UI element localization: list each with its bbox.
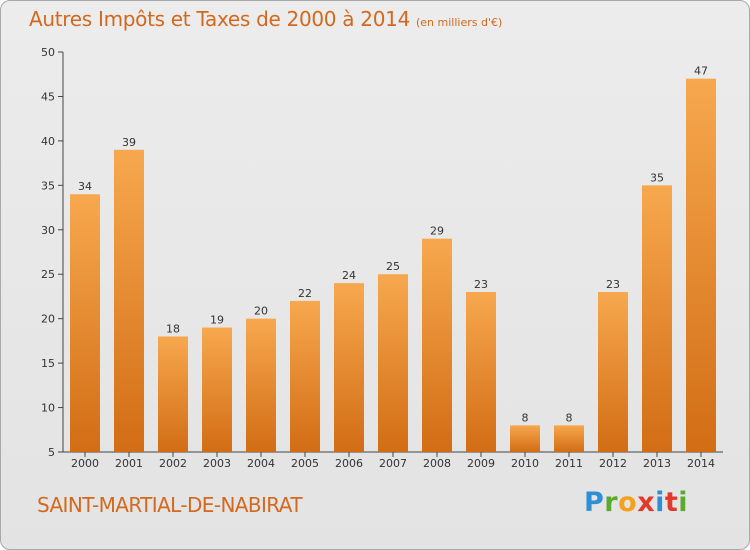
bar-2004: [246, 318, 276, 452]
y-tick-label: 5: [48, 446, 55, 459]
x-tick-label-2002: 2002: [159, 457, 187, 470]
x-tick-label-2004: 2004: [247, 457, 275, 470]
chart-subtitle: (en milliers d'€): [416, 16, 503, 29]
bar-2003: [202, 327, 232, 452]
x-tick-label-2000: 2000: [71, 457, 99, 470]
x-tick-label-2005: 2005: [291, 457, 319, 470]
data-label-2005: 22: [298, 287, 312, 300]
bar-2002: [158, 336, 188, 452]
bar-2007: [378, 274, 408, 452]
data-label-2014: 47: [694, 65, 708, 78]
bar-2008: [422, 238, 452, 452]
x-tick-label-2008: 2008: [423, 457, 451, 470]
x-tick-label-2001: 2001: [115, 457, 143, 470]
x-tick-label-2009: 2009: [467, 457, 495, 470]
y-tick-label: 45: [41, 90, 55, 103]
data-label-2001: 39: [122, 136, 136, 149]
x-tick-label-2014: 2014: [687, 457, 715, 470]
bar-2011: [554, 425, 584, 452]
x-tick-label-2003: 2003: [203, 457, 231, 470]
y-tick-label: 15: [41, 357, 55, 370]
data-label-2011: 8: [566, 411, 573, 424]
bar-2010: [510, 425, 540, 452]
data-label-2009: 23: [474, 278, 488, 291]
data-label-2010: 8: [522, 411, 529, 424]
chart-title-text: Autres Impôts et Taxes de 2000 à 2014: [29, 7, 410, 31]
x-tick-label-2011: 2011: [555, 457, 583, 470]
bar-2006: [334, 283, 364, 452]
y-tick-label: 10: [41, 402, 55, 415]
data-label-2013: 35: [650, 171, 664, 184]
data-label-2006: 24: [342, 269, 356, 282]
data-label-2003: 19: [210, 314, 224, 327]
x-tick-label-2013: 2013: [643, 457, 671, 470]
chart-title: Autres Impôts et Taxes de 2000 à 2014 (en…: [29, 7, 502, 31]
x-tick-label-2007: 2007: [379, 457, 407, 470]
data-label-2007: 25: [386, 260, 400, 273]
data-label-2000: 34: [78, 180, 92, 193]
y-tick-label: 35: [41, 179, 55, 192]
data-label-2008: 29: [430, 225, 444, 238]
bar-2001: [114, 149, 144, 452]
x-tick-label-2010: 2010: [511, 457, 539, 470]
y-tick-label: 25: [41, 268, 55, 281]
data-label-2004: 20: [254, 305, 268, 318]
bar-2005: [290, 300, 320, 452]
data-label-2002: 18: [166, 322, 180, 335]
bar-2012: [598, 292, 628, 452]
y-tick-label: 30: [41, 224, 55, 237]
bar-2014: [686, 78, 716, 453]
y-tick-label: 40: [41, 135, 55, 148]
y-tick-label: 20: [41, 313, 55, 326]
y-tick-label: 50: [41, 46, 55, 59]
commune-name: SAINT-MARTIAL-DE-NABIRAT: [37, 493, 303, 517]
proxiti-logo[interactable]: Proxiti: [584, 487, 689, 518]
x-tick-label-2006: 2006: [335, 457, 363, 470]
data-label-2012: 23: [606, 278, 620, 291]
x-tick-label-2012: 2012: [599, 457, 627, 470]
bar-2009: [466, 292, 496, 452]
bar-2013: [642, 185, 672, 453]
bar-2000: [70, 194, 100, 452]
